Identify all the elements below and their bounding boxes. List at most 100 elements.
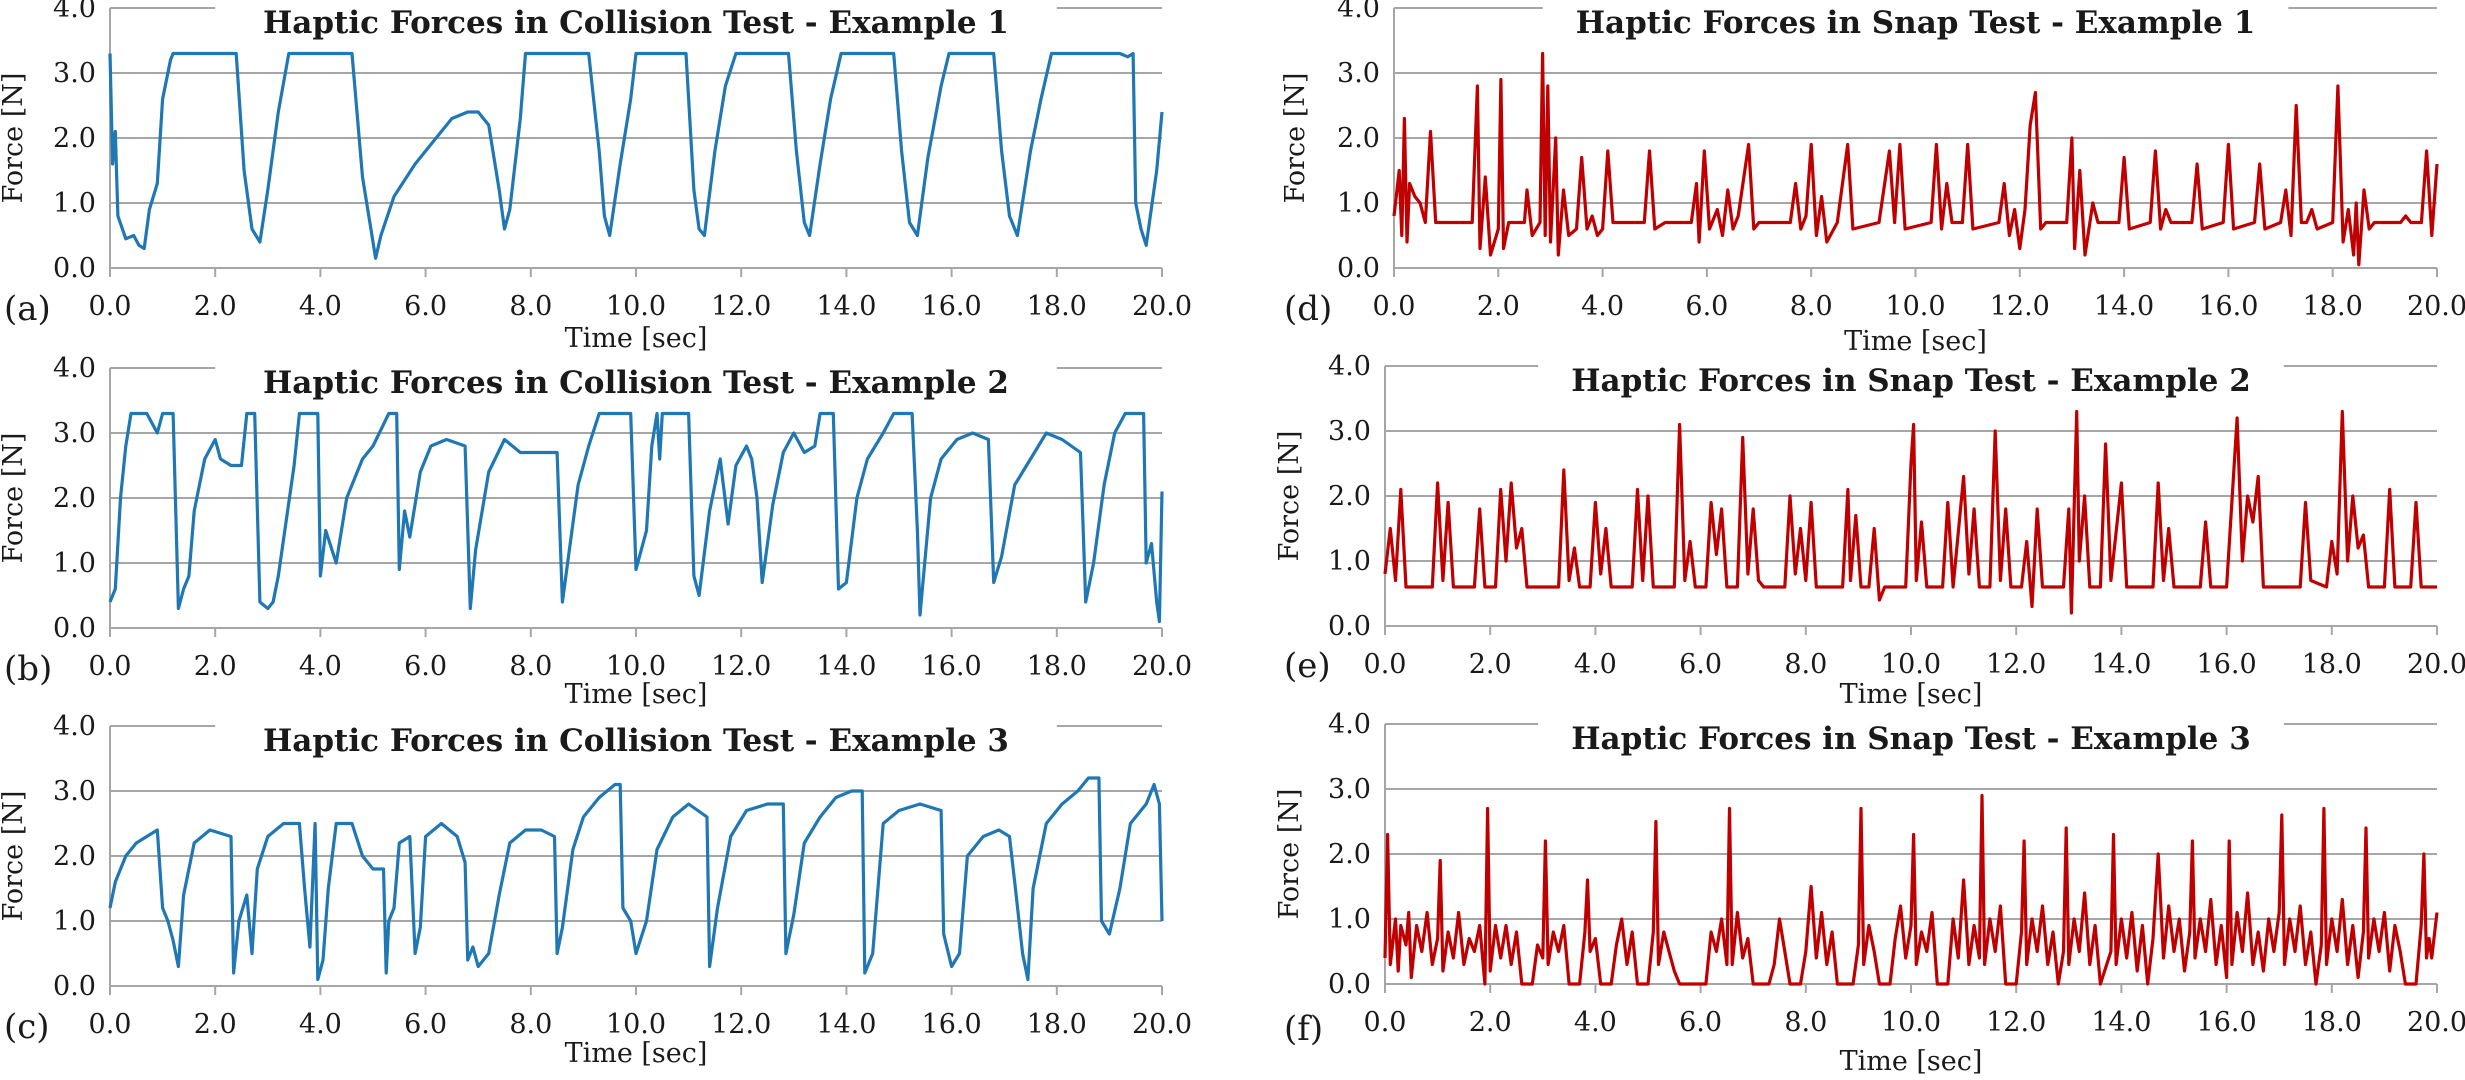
x-tick-label: 2.0 bbox=[1469, 649, 1512, 680]
chart-title-backing bbox=[215, 716, 1057, 742]
x-tick-label: 16.0 bbox=[922, 1009, 982, 1040]
x-tick-label: 2.0 bbox=[194, 1009, 237, 1040]
x-tick-label: 0.0 bbox=[1364, 649, 1407, 680]
x-axis-title: Time [sec] bbox=[1840, 1046, 1983, 1077]
y-tick-label: 1.0 bbox=[53, 906, 96, 937]
x-tick-label: 2.0 bbox=[194, 291, 237, 322]
x-tick-label: 4.0 bbox=[299, 1009, 342, 1040]
y-tick-label: 1.0 bbox=[53, 188, 96, 219]
panel-label: (a) bbox=[4, 289, 51, 329]
y-axis-title: Force [N] bbox=[0, 433, 29, 564]
x-tick-label: 8.0 bbox=[509, 651, 552, 682]
x-tick-label: 20.0 bbox=[2407, 1007, 2465, 1038]
y-tick-label: 3.0 bbox=[1337, 58, 1380, 89]
y-tick-label: 3.0 bbox=[53, 418, 96, 449]
x-tick-label: 8.0 bbox=[1790, 291, 1833, 322]
x-tick-label: 4.0 bbox=[299, 651, 342, 682]
x-tick-label: 4.0 bbox=[1574, 1007, 1617, 1038]
panel-label: (f) bbox=[1284, 1009, 1323, 1049]
x-axis-title: Time [sec] bbox=[565, 679, 708, 710]
force-series-line bbox=[1383, 793, 2439, 986]
x-tick-label: 6.0 bbox=[1679, 649, 1722, 680]
y-tick-label: 3.0 bbox=[1328, 774, 1371, 805]
force-series-line bbox=[108, 411, 1164, 624]
x-tick-label: 14.0 bbox=[2094, 291, 2154, 322]
x-tick-label: 6.0 bbox=[1679, 1007, 1722, 1038]
x-tick-label: 2.0 bbox=[1469, 1007, 1512, 1038]
chart-title-backing bbox=[215, 358, 1057, 384]
chart-title-backing bbox=[1538, 714, 2284, 740]
x-tick-label: 18.0 bbox=[1027, 651, 1087, 682]
chart-panel-6: 0.0 1.0 2.0 3.0 4.0 0.0 2.0 4.0 6.0 8.0 10.0 12.0 14… bbox=[1274, 709, 2465, 1077]
x-tick-label: 4.0 bbox=[1581, 291, 1624, 322]
y-tick-label: 3.0 bbox=[53, 58, 96, 89]
x-tick-label: 6.0 bbox=[404, 1009, 447, 1040]
chart-title-backing bbox=[1538, 356, 2284, 382]
panel-label: (e) bbox=[1284, 646, 1331, 686]
y-tick-label: 2.0 bbox=[53, 841, 96, 872]
chart-title-backing bbox=[1542, 0, 2289, 24]
x-tick-label: 20.0 bbox=[1132, 1009, 1192, 1040]
force-series-line bbox=[108, 776, 1164, 982]
panel-label: (c) bbox=[4, 1007, 50, 1047]
y-axis-title: Force [N] bbox=[0, 791, 29, 922]
x-tick-label: 14.0 bbox=[816, 651, 876, 682]
x-tick-label: 18.0 bbox=[1027, 1009, 1087, 1040]
force-series-line bbox=[1383, 409, 2437, 615]
x-axis-title: Time [sec] bbox=[1844, 326, 1987, 357]
x-tick-label: 8.0 bbox=[509, 291, 552, 322]
x-tick-label: 8.0 bbox=[1784, 649, 1827, 680]
chart-panel-1: 0.0 1.0 2.0 3.0 4.0 0.0 2.0 4.0 6.0 8.0 10.0 12.0 14… bbox=[0, 0, 1192, 354]
x-tick-label: 6.0 bbox=[1685, 291, 1728, 322]
x-tick-label: 14.0 bbox=[816, 291, 876, 322]
chart-title-backing bbox=[215, 0, 1057, 24]
chart-panel-2: 0.0 1.0 2.0 3.0 4.0 0.0 2.0 4.0 6.0 8.0 10.0 12.0 14… bbox=[0, 353, 1192, 710]
chart-title: Haptic Forces in Snap Test - Example 3 bbox=[1571, 721, 2251, 757]
chart-title: Haptic Forces in Snap Test - Example 2 bbox=[1571, 363, 2251, 399]
y-tick-label: 0.0 bbox=[53, 613, 96, 644]
y-axis-title: Force [N] bbox=[0, 73, 29, 204]
chart-title: Haptic Forces in Collision Test - Exampl… bbox=[263, 5, 1009, 41]
x-tick-label: 10.0 bbox=[606, 1009, 666, 1040]
panel-label: (d) bbox=[1284, 289, 1332, 329]
x-tick-label: 0.0 bbox=[89, 651, 132, 682]
x-tick-label: 10.0 bbox=[1885, 291, 1945, 322]
y-tick-label: 2.0 bbox=[1337, 123, 1380, 154]
x-tick-label: 0.0 bbox=[1373, 291, 1416, 322]
y-tick-label: 3.0 bbox=[53, 776, 96, 807]
x-axis-title: Time [sec] bbox=[565, 323, 708, 354]
x-tick-label: 18.0 bbox=[1027, 291, 1087, 322]
x-tick-label: 2.0 bbox=[194, 651, 237, 682]
x-tick-label: 16.0 bbox=[2197, 649, 2257, 680]
x-tick-label: 10.0 bbox=[1881, 1007, 1941, 1038]
force-series-line bbox=[1392, 51, 2439, 267]
x-tick-label: 16.0 bbox=[922, 651, 982, 682]
panel-label: (b) bbox=[4, 649, 52, 689]
y-tick-label: 4.0 bbox=[53, 353, 96, 384]
x-tick-label: 18.0 bbox=[2303, 291, 2363, 322]
x-tick-label: 20.0 bbox=[1132, 651, 1192, 682]
x-tick-label: 10.0 bbox=[606, 651, 666, 682]
y-axis-title: Force [N] bbox=[1274, 789, 1305, 920]
y-tick-label: 2.0 bbox=[1328, 839, 1371, 870]
chart-panel-3: 0.0 1.0 2.0 3.0 4.0 0.0 2.0 4.0 6.0 8.0 10.0 12.0 14… bbox=[0, 711, 1192, 1069]
y-tick-label: 2.0 bbox=[1328, 481, 1371, 512]
x-tick-label: 0.0 bbox=[1364, 1007, 1407, 1038]
y-tick-label: 2.0 bbox=[53, 483, 96, 514]
x-tick-label: 12.0 bbox=[711, 651, 771, 682]
y-axis-title: Force [N] bbox=[1280, 73, 1311, 204]
x-tick-label: 16.0 bbox=[2198, 291, 2258, 322]
force-series-line bbox=[108, 51, 1164, 260]
x-tick-label: 10.0 bbox=[606, 291, 666, 322]
x-axis-title: Time [sec] bbox=[1840, 679, 1983, 710]
x-tick-label: 14.0 bbox=[2091, 1007, 2151, 1038]
x-tick-label: 0.0 bbox=[89, 291, 132, 322]
chart-panel-5: 0.0 1.0 2.0 3.0 4.0 0.0 2.0 4.0 6.0 8.0 10.0 12.0 14… bbox=[1274, 351, 2465, 710]
y-tick-label: 4.0 bbox=[53, 711, 96, 742]
x-tick-label: 14.0 bbox=[816, 1009, 876, 1040]
y-tick-label: 0.0 bbox=[1337, 253, 1380, 284]
y-tick-label: 0.0 bbox=[53, 971, 96, 1002]
x-tick-label: 6.0 bbox=[404, 651, 447, 682]
y-tick-label: 1.0 bbox=[1328, 904, 1371, 935]
y-tick-label: 3.0 bbox=[1328, 416, 1371, 447]
